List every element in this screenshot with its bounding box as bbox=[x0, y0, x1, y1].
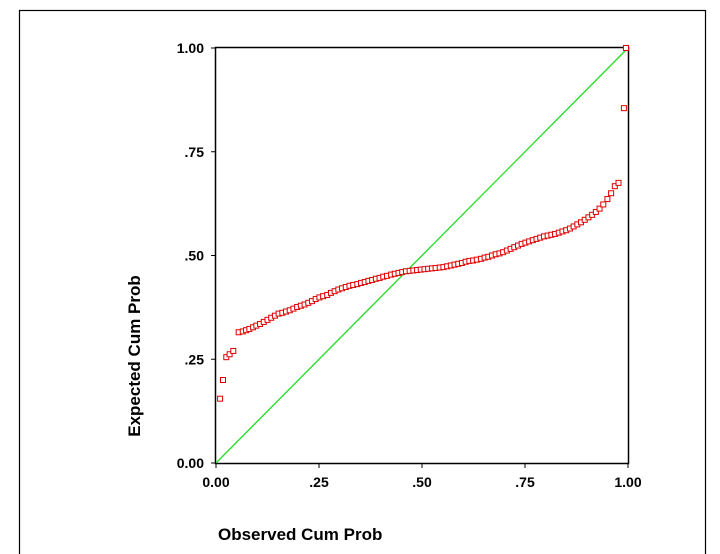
x-tick-label: .50 bbox=[412, 474, 432, 490]
y-axis-title: Expected Cum Prob bbox=[125, 275, 144, 437]
points-layer bbox=[217, 45, 629, 402]
x-tick-label: 0.00 bbox=[202, 474, 229, 490]
data-point bbox=[604, 196, 611, 203]
data-point bbox=[220, 377, 227, 383]
x-tick-label: 1.00 bbox=[614, 474, 641, 490]
y-axis-ticks: 0.00 .25 .50 .75 1.00 bbox=[177, 40, 216, 471]
data-point bbox=[615, 179, 622, 186]
data-point bbox=[600, 201, 607, 208]
reference-line bbox=[215, 47, 629, 464]
y-tick-label: .25 bbox=[185, 351, 205, 367]
x-axis-ticks: 0.00 .25 .50 .75 1.00 bbox=[202, 463, 642, 490]
data-point bbox=[230, 347, 237, 354]
data-point bbox=[620, 105, 627, 112]
x-tick-label: .25 bbox=[309, 474, 329, 490]
y-tick-label: .50 bbox=[185, 248, 205, 264]
data-point bbox=[226, 351, 233, 358]
y-tick-label: 0.00 bbox=[177, 455, 204, 471]
data-point bbox=[608, 190, 615, 197]
data-point bbox=[622, 45, 629, 51]
y-tick-label: .75 bbox=[185, 144, 205, 160]
data-point bbox=[592, 208, 599, 215]
x-axis-title: Observed Cum Prob bbox=[218, 525, 382, 544]
data-point bbox=[596, 205, 603, 212]
data-point bbox=[217, 395, 224, 402]
x-tick-label: .75 bbox=[515, 474, 535, 490]
data-point bbox=[611, 183, 618, 190]
y-tick-label: 1.00 bbox=[177, 40, 204, 56]
